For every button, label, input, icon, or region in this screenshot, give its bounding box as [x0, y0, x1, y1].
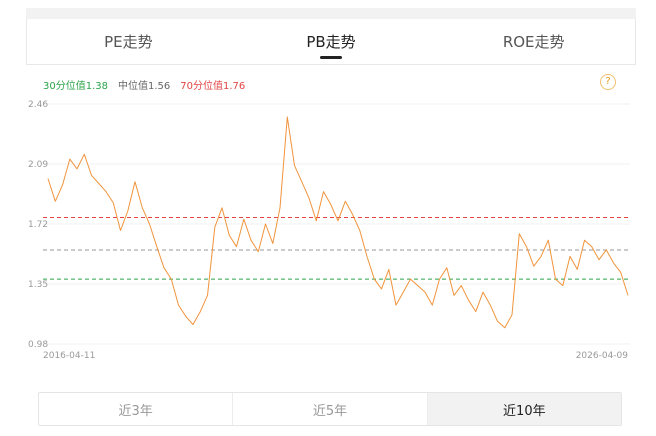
- y-tick-label: 2.46: [28, 100, 48, 110]
- percentile-legend: 30分位值1.38 中位值1.56 70分位值1.76: [43, 77, 246, 92]
- reference-lines: [43, 217, 628, 280]
- range-5y-label: 近5年: [312, 403, 348, 419]
- top-strip: [26, 8, 636, 19]
- legend-p70: 70分位值1.76: [180, 80, 246, 92]
- y-axis: 2.46 2.09 1.72 1.35 0.98: [28, 100, 48, 350]
- range-3y-label: 近3年: [118, 403, 153, 419]
- chart-grid: [43, 103, 630, 345]
- range-10y-label: 近10年: [503, 403, 546, 419]
- range-10y-button[interactable]: 近10年: [427, 393, 621, 425]
- help-icon[interactable]: ?: [600, 74, 616, 90]
- legend-p30: 30分位值1.38: [43, 80, 108, 92]
- range-5y-button[interactable]: 近5年: [233, 393, 428, 425]
- tab-pb[interactable]: PB走势: [230, 19, 433, 64]
- metric-tabs: PE走势 PB走势 ROE走势: [26, 19, 636, 65]
- pb-line: [47, 116, 629, 329]
- y-tick-label: 2.09: [28, 160, 48, 170]
- range-3y-button[interactable]: 近3年: [39, 393, 234, 425]
- tab-pb-label: PB走势: [306, 33, 356, 51]
- tab-pe-label: PE走势: [104, 33, 153, 51]
- x-end-date: 2026-04-09: [576, 351, 629, 361]
- legend-median: 中位值1.56: [118, 80, 171, 92]
- tab-pe[interactable]: PE走势: [27, 19, 230, 64]
- time-range-selector: 近3年 近5年 近10年: [38, 392, 622, 426]
- tab-roe-label: ROE走势: [502, 33, 565, 51]
- tab-active-underline: [320, 56, 342, 59]
- y-tick-label: 0.98: [28, 340, 48, 350]
- x-start-date: 2016-04-11: [43, 351, 95, 361]
- y-tick-label: 1.72: [28, 220, 48, 230]
- y-tick-label: 1.35: [28, 280, 48, 290]
- tab-roe[interactable]: ROE走势: [432, 19, 635, 64]
